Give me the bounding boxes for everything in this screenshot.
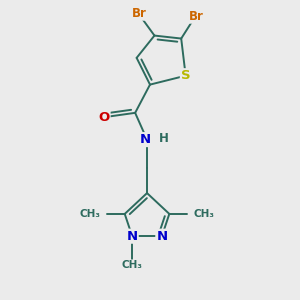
Text: CH₃: CH₃: [193, 209, 214, 219]
Text: O: O: [98, 111, 110, 124]
Text: N: N: [127, 230, 138, 243]
Text: S: S: [181, 69, 190, 82]
Text: N: N: [140, 133, 151, 146]
Text: CH₃: CH₃: [122, 260, 143, 270]
Text: H: H: [158, 132, 168, 145]
Text: Br: Br: [132, 7, 147, 20]
Text: N: N: [156, 230, 167, 243]
Text: CH₃: CH₃: [80, 209, 101, 219]
Text: Br: Br: [189, 10, 203, 23]
